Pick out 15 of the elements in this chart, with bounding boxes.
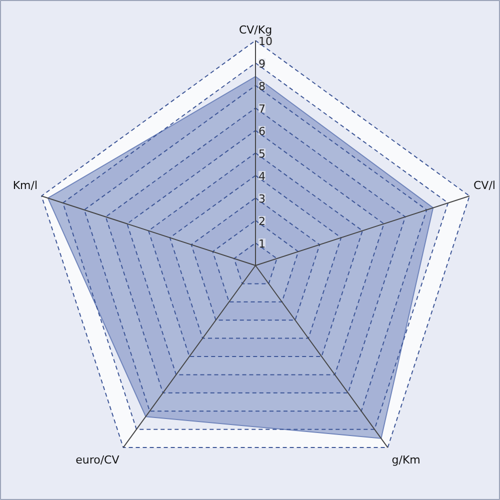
- y-tick-label: 10: [258, 35, 272, 48]
- y-tick-label: 8: [258, 80, 266, 93]
- y-tick-label: 5: [258, 148, 266, 160]
- y-tick-label: 7: [258, 102, 266, 116]
- y-tick-label: 6: [258, 125, 266, 138]
- spoke-label: CV/l: [473, 178, 496, 192]
- y-tick-label: 3: [258, 192, 266, 206]
- y-tick-label: 4: [258, 170, 266, 183]
- y-tick-label: 1: [258, 238, 266, 250]
- spoke-label: euro/CV: [76, 454, 120, 467]
- spoke-label: CV/Kg: [238, 24, 272, 36]
- spoke-label: Km/l: [12, 178, 38, 192]
- spoke-label: g/Km: [392, 454, 420, 467]
- y-tick-label: 2: [258, 215, 266, 228]
- y-tick-label: 9: [258, 58, 266, 70]
